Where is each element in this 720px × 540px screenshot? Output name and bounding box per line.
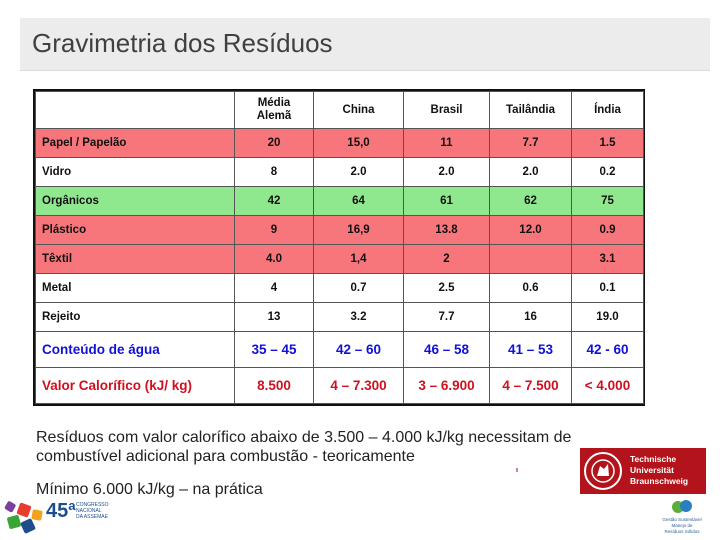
table-cell: 13 xyxy=(234,302,314,333)
table-cell: 62 xyxy=(489,186,572,217)
table-cell: 2 xyxy=(403,244,490,275)
row-label: Rejeito xyxy=(35,302,235,333)
assemae-congress-logo: 45ª CONGRESSO NACIONAL DA ASSEMAE xyxy=(4,498,116,538)
table-header-row: Média Alemã China Brasil Tailândia Índia xyxy=(35,91,644,129)
leaf-icon xyxy=(672,500,692,513)
table-cell: 12.0 xyxy=(489,215,572,246)
row-label: Vidro xyxy=(35,157,235,188)
table-cell: 0.9 xyxy=(571,215,644,246)
table-cell: 61 xyxy=(403,186,490,217)
table-cell: 46 – 58 xyxy=(403,331,490,369)
table-body: Papel / Papelão 20 15,0 11 7.7 1.5 Vidro 8 2.0 2.… xyxy=(35,127,644,404)
tu-logo-line: Braunschweig xyxy=(630,476,689,486)
column-header: Índia xyxy=(571,91,644,129)
table-cell: 2.0 xyxy=(313,157,404,188)
row-label: Têxtil xyxy=(35,244,235,275)
table-cell: 4 – 7.300 xyxy=(313,367,404,404)
column-header: Tailândia xyxy=(489,91,572,129)
table-cell: 42 - 60 xyxy=(571,331,644,369)
title-bar: Gravimetria dos Resíduos xyxy=(20,18,710,71)
table-row: Valor Calorífico (kJ/ kg) 8.500 4 – 7.300 3… xyxy=(35,367,644,404)
mini-logo-line: Resíduos Sólidos xyxy=(664,529,700,534)
row-label: Conteúdo de água xyxy=(35,331,235,369)
table-cell: 2.0 xyxy=(403,157,490,188)
lion-crest-icon xyxy=(584,452,622,490)
table-cell: 0.6 xyxy=(489,273,572,304)
row-label: Orgânicos xyxy=(35,186,235,217)
table-cell: 35 – 45 xyxy=(234,331,314,369)
tu-logo-line: Universität xyxy=(630,465,674,475)
table-cell: 41 – 53 xyxy=(489,331,572,369)
mini-logo-text: Gestão Sustentável Manejo de Resíduos Só… xyxy=(650,517,714,535)
row-label: Papel / Papelão xyxy=(35,127,235,159)
table-cell: 0.1 xyxy=(571,273,644,304)
table-cell: 2.0 xyxy=(489,157,572,188)
note-line-3: Mínimo 6.000 kJ/kg – na prática xyxy=(36,481,263,498)
column-header: China xyxy=(313,91,404,129)
page-title: Gravimetria dos Resíduos xyxy=(32,28,333,58)
table-cell: 4 xyxy=(234,273,314,304)
table-cell: 4.0 xyxy=(234,244,314,275)
event-name-line: NACIONAL xyxy=(76,508,102,514)
table-cell: 3.2 xyxy=(313,302,404,333)
note-line-1: Resíduos com valor calorífico abaixo de … xyxy=(36,429,572,446)
table-row: Vidro 8 2.0 2.0 2.0 0.2 xyxy=(35,157,644,188)
table-cell: 16 xyxy=(489,302,572,333)
table-cell: 0.2 xyxy=(571,157,644,188)
table-cell: 4 – 7.500 xyxy=(489,367,572,404)
divider-mark xyxy=(516,468,518,472)
table-cell: 20 xyxy=(234,127,314,159)
table-cell: 42 xyxy=(234,186,314,217)
waste-table-grid: Média Alemã China Brasil Tailândia Índia… xyxy=(35,91,644,404)
event-number: 45ª xyxy=(46,500,76,522)
table-cell: 7.7 xyxy=(403,302,490,333)
table-cell: 8.500 xyxy=(234,367,314,404)
table-row: Papel / Papelão 20 15,0 11 7.7 1.5 xyxy=(35,127,644,159)
tu-braunschweig-logo: Technische Universität Braunschweig xyxy=(580,448,706,494)
table-cell: 13.8 xyxy=(403,215,490,246)
table-cell: 8 xyxy=(234,157,314,188)
column-header: Brasil xyxy=(403,91,490,129)
table-cell: 16,9 xyxy=(313,215,404,246)
table-cell: 75 xyxy=(571,186,644,217)
mini-logo-line: Manejo de xyxy=(671,523,693,528)
event-name-line: DA ASSEMAE xyxy=(76,514,108,520)
event-name: CONGRESSO NACIONAL DA ASSEMAE xyxy=(76,502,116,520)
column-header xyxy=(35,91,235,129)
row-label: Metal xyxy=(35,273,235,304)
table-cell: 11 xyxy=(403,127,490,159)
table-cell: 42 – 60 xyxy=(313,331,404,369)
residuos-solidos-logo: Gestão Sustentável Manejo de Resíduos Só… xyxy=(650,498,714,538)
table-cell: 0.7 xyxy=(313,273,404,304)
waste-table: Média Alemã China Brasil Tailândia Índia… xyxy=(33,89,645,406)
table-cell: 9 xyxy=(234,215,314,246)
row-label: Valor Calorífico (kJ/ kg) xyxy=(35,367,235,404)
table-cell: 7.7 xyxy=(489,127,572,159)
table-row: Rejeito 13 3.2 7.7 16 19.0 xyxy=(35,302,644,333)
table-cell: < 4.000 xyxy=(571,367,644,404)
column-header: Média Alemã xyxy=(234,91,314,129)
table-cell: 3.1 xyxy=(571,244,644,275)
table-cell: 15,0 xyxy=(313,127,404,159)
table-row: Orgânicos 42 64 61 62 75 xyxy=(35,186,644,217)
table-row: Têxtil 4.0 1,4 2 3.1 xyxy=(35,244,644,275)
table-cell: 64 xyxy=(313,186,404,217)
table-cell: 1,4 xyxy=(313,244,404,275)
table-row: Metal 4 0.7 2.5 0.6 0.1 xyxy=(35,273,644,304)
table-cell: 1.5 xyxy=(571,127,644,159)
event-name-line: CONGRESSO xyxy=(76,502,109,508)
tu-logo-line: Technische xyxy=(630,454,677,464)
puzzle-pieces-icon xyxy=(4,501,43,534)
note-line-2: combustível adicional para combustão - t… xyxy=(36,448,415,465)
table-row: Plástico 9 16,9 13.8 12.0 0.9 xyxy=(35,215,644,246)
table-row: Conteúdo de água 35 – 45 42 – 60 46 – 58 41 … xyxy=(35,331,644,369)
table-cell: 3 – 6.900 xyxy=(403,367,490,404)
row-label: Plástico xyxy=(35,215,235,246)
table-cell: 2.5 xyxy=(403,273,490,304)
table-cell xyxy=(489,244,572,275)
tu-logo-text: Technische Universität Braunschweig xyxy=(630,454,688,487)
table-cell: 19.0 xyxy=(571,302,644,333)
mini-logo-line: Gestão Sustentável xyxy=(662,517,702,522)
